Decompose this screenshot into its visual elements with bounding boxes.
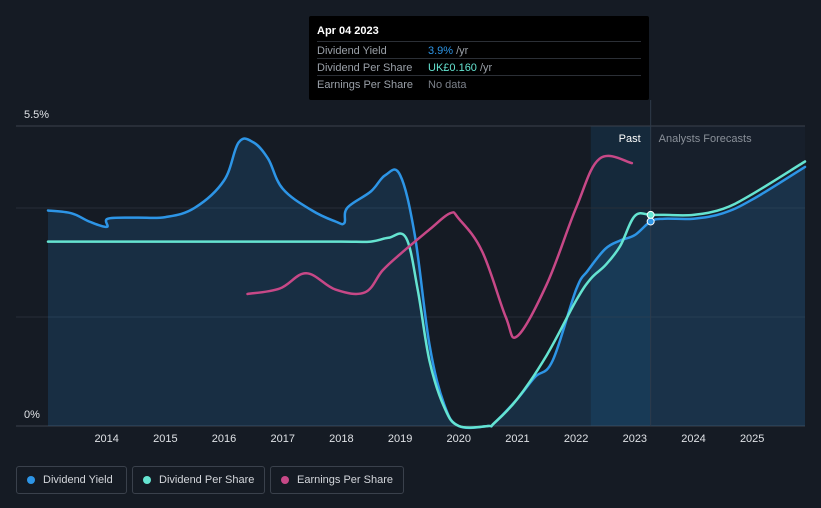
tooltip-unit: /yr	[479, 62, 493, 74]
x-tick-label: 2024	[681, 433, 705, 445]
tooltip-row-earnings-per-share: Earnings Per Share No data	[317, 75, 641, 93]
series-lines	[46, 137, 807, 430]
hover-dots	[646, 210, 655, 226]
past-shade	[590, 126, 651, 426]
legend-dot	[27, 476, 35, 484]
dividend-per-share-line	[46, 160, 807, 429]
tooltip-label: Dividend Yield	[317, 45, 387, 57]
legend-label: Dividend Per Share	[159, 474, 255, 486]
past-label: Past	[619, 133, 641, 145]
legend-dot	[281, 476, 289, 484]
x-tick-label: 2015	[153, 433, 177, 445]
x-tick-label: 2023	[623, 433, 647, 445]
x-tick-label: 2021	[505, 433, 529, 445]
dividend-per-share-marker-dot	[646, 210, 655, 219]
forecast-label: Analysts Forecasts	[659, 133, 752, 145]
dividend-yield-marker-dot	[646, 217, 655, 226]
earnings-per-share-line	[246, 154, 634, 339]
tooltip-row-dividend-per-share: Dividend Per Share UK£0.160/yr	[317, 58, 641, 76]
tooltip-unit: /yr	[456, 45, 469, 57]
tooltip-label: Dividend Per Share	[317, 62, 413, 74]
legend-dot	[143, 476, 151, 484]
tooltip-value: UK£0.160	[428, 62, 477, 74]
legend-label: Dividend Yield	[43, 474, 113, 486]
x-tick-label: 2019	[388, 433, 412, 445]
x-axis-ticks: 2014 2015 2016 2017 2018 2019 2020 2021 2022 2023…	[94, 433, 764, 445]
dividend-yield-line	[46, 137, 807, 430]
tooltip-row-dividend-yield: Dividend Yield 3.9%/yr	[317, 41, 641, 59]
x-tick-label: 2020	[447, 433, 471, 445]
x-tick-label: 2022	[564, 433, 588, 445]
x-tick-label: 2017	[270, 433, 294, 445]
tooltip-value: 3.9%	[428, 45, 454, 57]
x-tick-label: 2025	[740, 433, 764, 445]
x-tick-label: 2014	[94, 433, 118, 445]
forecast-shade	[650, 126, 805, 426]
y-label-bottom: 0%	[24, 409, 40, 421]
legend-label: Earnings Per Share	[297, 474, 393, 486]
x-tick-label: 2016	[212, 433, 236, 445]
series-areas	[48, 138, 805, 428]
legend-dividend-yield[interactable]: Dividend Yield	[16, 466, 127, 494]
tooltip: Apr 04 2023 Dividend Yield 3.9%/yr Divid…	[309, 16, 649, 100]
x-tick-label: 2018	[329, 433, 353, 445]
tooltip-value: No data	[428, 79, 467, 91]
legend-earnings-per-share[interactable]: Earnings Per Share	[270, 466, 404, 494]
dividend-yield-area	[48, 138, 805, 428]
gridlines	[16, 125, 805, 427]
y-label-top: 5.5%	[24, 109, 49, 121]
tooltip-date: Apr 04 2023	[317, 25, 379, 37]
legend-dividend-per-share[interactable]: Dividend Per Share	[132, 466, 265, 494]
tooltip-label: Earnings Per Share	[317, 79, 413, 91]
